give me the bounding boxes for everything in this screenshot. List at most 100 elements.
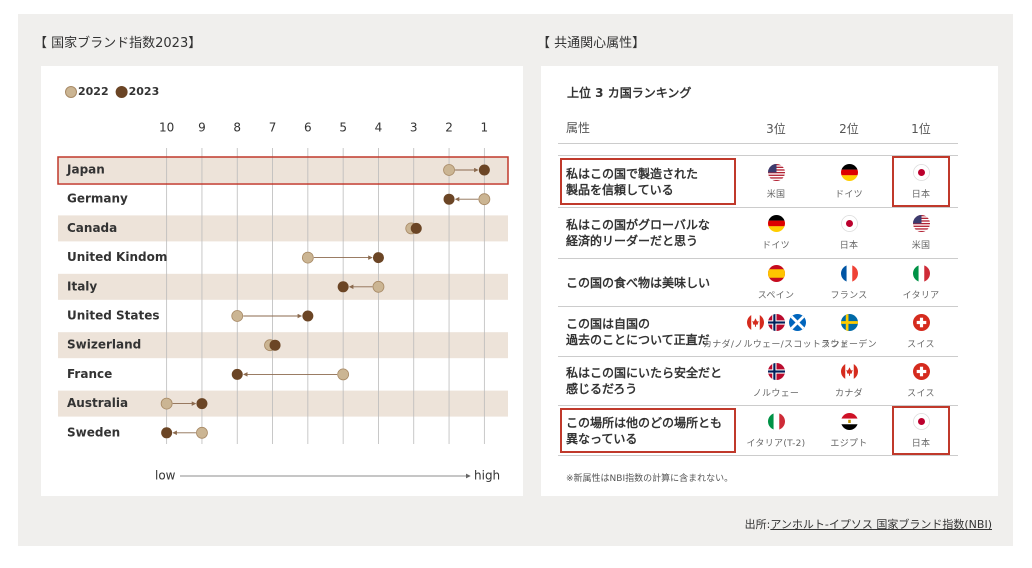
legend-swatch — [65, 86, 77, 98]
flag-icon — [840, 313, 858, 331]
flag-icon — [840, 215, 858, 232]
country-label: エジプト — [830, 438, 868, 449]
category-label: Canada — [67, 221, 117, 235]
dot-2023 — [410, 222, 422, 234]
flag-icon — [912, 412, 930, 430]
country-label: 日本 — [839, 241, 859, 251]
flags — [840, 363, 858, 382]
dot-2022 — [196, 426, 208, 439]
dot-2022 — [337, 368, 350, 381]
flag-icon — [767, 163, 785, 181]
country-label: カナダ — [835, 389, 863, 399]
attribute-cell: この場所は他のどの場所とも 異なっている — [558, 406, 738, 455]
country-label: 日本 — [911, 438, 931, 449]
dot-2023 — [269, 339, 281, 351]
dot-2022 — [443, 164, 455, 176]
rank-cell: 日本 — [892, 156, 950, 207]
table-row: 私はこの国にいたら安全だと 感じるだろうノルウェー カナダ スイス — [558, 357, 958, 406]
country-label: 米国 — [911, 241, 931, 251]
category-label: Sweden — [67, 425, 120, 439]
flags — [840, 264, 858, 284]
legend-label: 2023 — [129, 85, 160, 98]
dot-2023 — [231, 368, 243, 380]
flag-icon — [767, 215, 785, 232]
table-note: ※新属性はNBI指数の計算に含まれない。 — [566, 474, 734, 484]
flags — [746, 313, 806, 333]
flags — [767, 363, 785, 382]
table-row: この国の食べ物は美味しい スペイン フランス イタリア — [558, 259, 958, 307]
x-tick-label: 4 — [375, 121, 383, 135]
row-band — [58, 157, 508, 183]
legend-label: 2022 — [78, 85, 109, 98]
country-label: スイス — [907, 339, 935, 350]
flag-icon — [767, 313, 785, 331]
attribute-cell: この国の食べ物は美味しい — [566, 275, 711, 290]
table-row: この国は自国の 過去のことについて正直だ カナダ/ノルウェー/スコットランド スウェ… — [558, 307, 958, 357]
dot-2023 — [337, 281, 349, 293]
flag-icon — [912, 163, 930, 181]
flags — [912, 412, 930, 432]
header-cell: 属性 — [566, 121, 591, 135]
country-label: フランス — [830, 290, 868, 301]
dot-2023 — [372, 252, 384, 264]
category-label: Italy — [67, 279, 97, 293]
rank-cell: カナダ/ノルウェー/スコットランド — [703, 307, 849, 356]
flags — [767, 412, 785, 432]
header-cell: 3位 — [766, 121, 786, 136]
right-title: 【 共通関心属性】 — [537, 36, 646, 51]
x-tick-label: 6 — [304, 121, 312, 135]
flags — [767, 163, 785, 183]
row-band — [58, 332, 508, 359]
table-row: 私はこの国がグローバルな 経済的リーダーだと思うドイツ 日本 米国 — [558, 208, 958, 259]
attribute-cell: 私はこの国にいたら安全だと 感じるだろう — [566, 366, 723, 396]
dot-2023 — [478, 164, 490, 176]
x-tick-label: 8 — [233, 121, 241, 135]
table-subtitle: 上位 3 カ国ランキング — [567, 86, 692, 100]
x-tick-label: 10 — [159, 121, 174, 135]
rank-cell: イタリア — [884, 259, 958, 306]
flag-icon — [912, 215, 930, 232]
dot-2022 — [478, 193, 491, 206]
chart: low high 2022 2023 Japan Germany Canada Unite… — [57, 85, 509, 483]
dot-2022 — [372, 280, 385, 293]
rank-cell: スウェーデン — [814, 307, 884, 356]
rank-cell: ノルウェー — [738, 357, 814, 405]
rank-cell: ドイツ — [814, 156, 884, 207]
flags — [912, 363, 930, 382]
country-label: スイス — [907, 389, 935, 399]
attribute-cell: 私はこの国で製造された 製品を信頼している — [558, 156, 738, 207]
flags — [840, 412, 858, 432]
left-title: 【 国家ブランド指数2023】 — [34, 36, 202, 51]
country-label: イタリア — [902, 290, 940, 301]
country-label: ノルウェー — [752, 389, 800, 399]
country-label: カナダ/ノルウェー/スコットランド — [702, 339, 850, 350]
dot-2023 — [161, 427, 173, 439]
category-label: Germany — [67, 192, 128, 206]
rank-cell: 米国 — [884, 208, 958, 258]
dot-2023 — [443, 193, 455, 205]
flag-icon — [767, 363, 785, 380]
rank-cell: フランス — [814, 259, 884, 306]
rank-cell: 米国 — [738, 156, 814, 207]
flag-icon — [767, 412, 785, 430]
country-label: ドイツ — [762, 241, 790, 251]
flags — [912, 215, 930, 234]
source-link[interactable]: アンホルト-イプソス 国家ブランド指数(NBI) — [770, 518, 992, 531]
highlight-box — [57, 156, 509, 185]
flags — [840, 215, 858, 234]
source: 出所:アンホルト-イプソス 国家ブランド指数(NBI) — [745, 516, 992, 532]
country-label: イタリア(T-2) — [746, 438, 806, 449]
dot-2023 — [302, 310, 314, 322]
flag-icon — [840, 163, 858, 181]
header-cell: 2位 — [839, 121, 859, 136]
table-row: この場所は他のどの場所とも 異なっている イタリア(T-2) エジプト 日本 — [558, 406, 958, 456]
rank-cell: スイス — [884, 357, 958, 405]
flag-icon — [840, 412, 858, 430]
attribute-cell: 私はこの国がグローバルな 経済的リーダーだと思う — [566, 218, 710, 248]
x-tick-label: 7 — [269, 121, 277, 135]
dot-2023 — [196, 398, 208, 410]
flags — [912, 163, 930, 183]
rank-cell: スペイン — [738, 259, 814, 306]
flags — [912, 264, 930, 284]
